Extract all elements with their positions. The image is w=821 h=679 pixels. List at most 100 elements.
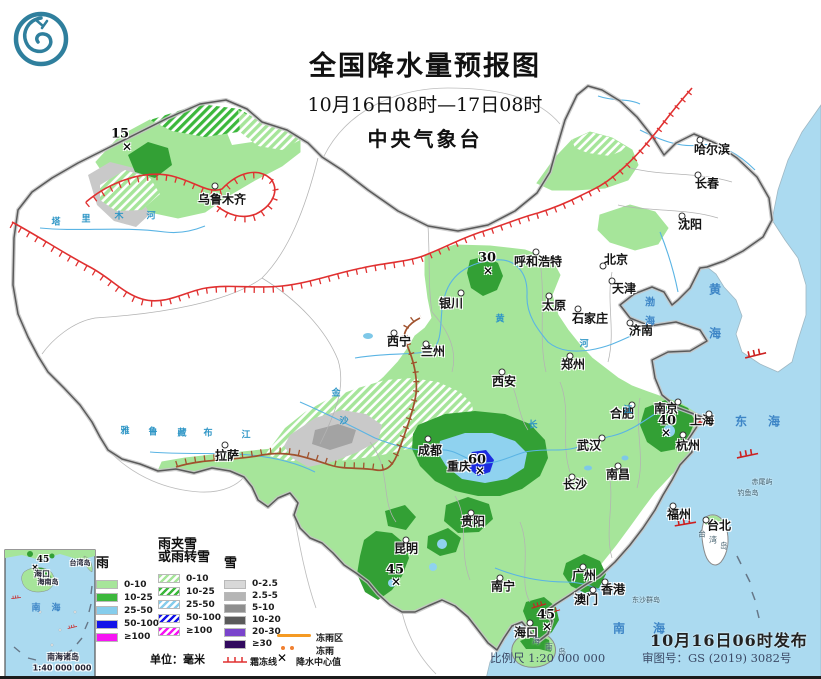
legend-value-label: ≥100: [124, 632, 151, 643]
city-label: 澳门: [573, 592, 599, 607]
city-label: 太原: [541, 298, 567, 313]
taiwan-island: [701, 514, 729, 566]
legend-value-label: 10-25: [124, 592, 153, 603]
city-dot: [566, 352, 574, 360]
legend-swatch: [158, 626, 180, 636]
inset-label: 海口: [34, 569, 50, 579]
sea-label: 海: [708, 326, 722, 341]
city-label: 贵阳: [460, 514, 486, 529]
precip-center-symbol: ✕: [277, 651, 288, 665]
city-dot: [589, 586, 597, 594]
legend-value-label: 25-50: [186, 599, 215, 610]
city-dot: [467, 509, 475, 517]
freezing-rain-area-label: 冻雨区: [316, 634, 344, 644]
legend-swatch: [96, 580, 118, 590]
legend-value-label: ≥30: [252, 639, 273, 649]
island-label: 岛: [720, 541, 728, 551]
legend-snow-title: 雪: [224, 556, 238, 571]
city-dot: [601, 578, 609, 586]
sea-label: 渤: [645, 297, 655, 309]
rivers: [39, 95, 756, 591]
city-dot: [678, 212, 686, 220]
island-label: 湾: [709, 535, 717, 545]
river-label: 鲁: [148, 427, 158, 438]
city-label: 昆明: [393, 541, 419, 556]
river-label: 江: [241, 430, 251, 441]
legend-swatch: [96, 632, 118, 642]
river-label: 河: [579, 339, 589, 350]
precip-center-mark: ✕: [474, 464, 486, 478]
sea-label: 东: [734, 414, 748, 429]
legend-swatch: [224, 615, 246, 625]
legend-rain-title: 雨: [96, 556, 110, 571]
freezing-rain-area-symbol: [277, 634, 311, 637]
legend-swatch: [224, 603, 246, 613]
city-label: 北京: [603, 252, 629, 267]
inset-label: 南: [31, 603, 41, 614]
legend-swatch: [158, 574, 180, 584]
forecast-period: 10月16日08时—17日08时: [307, 94, 543, 116]
city-label: 郑州: [560, 357, 586, 372]
city-label: 呼和浩特: [513, 254, 563, 269]
inset-label: 南海诸岛: [47, 652, 79, 662]
river-label: 长: [528, 420, 538, 431]
city-label: 长春: [694, 176, 720, 191]
map-header: 全国降水量预报图 10月16日08时—17日08时 中央气象台: [245, 44, 605, 152]
city-label: 香港: [600, 582, 626, 597]
city-dot: [574, 305, 582, 313]
river-label: 里: [81, 214, 91, 225]
island-label: 海: [532, 636, 540, 646]
city-dot: [568, 473, 576, 481]
river-label: 黄: [495, 314, 505, 325]
city-label: 济南: [628, 323, 654, 338]
legend-swatch: [224, 591, 246, 601]
city-dot: [694, 171, 702, 179]
bottom-border: [0, 676, 821, 679]
city-label: 哈尔滨: [693, 142, 731, 157]
city-label: 石家庄: [571, 311, 609, 326]
sea-label: 海: [767, 414, 781, 429]
legend-value-label: 0-10: [186, 573, 209, 584]
city-label: 台北: [706, 518, 732, 533]
precip-center-value: 15: [110, 126, 130, 142]
cma-logo-icon: [13, 11, 69, 67]
legend-value-label: 5-10: [252, 603, 275, 613]
frost-line-southwest: [175, 312, 422, 472]
precip-center-mark: ✕: [541, 620, 553, 634]
city-label: 南京: [653, 401, 679, 416]
sea-label: 海: [645, 316, 655, 328]
legend-swatch: [96, 606, 118, 616]
city-label: 合肥: [609, 406, 635, 421]
province-borders: [41, 157, 733, 603]
city-dot: [674, 398, 682, 406]
city-dot: [696, 136, 704, 144]
city-label: 乌鲁木齐: [197, 192, 247, 207]
city-dot: [532, 248, 540, 256]
river-label: 沙: [339, 416, 349, 427]
inset-label: 45: [36, 555, 50, 565]
island-label: 东沙群岛: [632, 596, 660, 604]
agency-name: 中央气象台: [367, 127, 483, 151]
city-dot: [496, 574, 504, 582]
inset-map: [4, 549, 96, 679]
city-label: 南宁: [490, 579, 516, 594]
inset-label: 1:40 000 000: [32, 663, 92, 673]
sea-boundary-dashes: [736, 555, 760, 619]
city-dot: [705, 410, 713, 418]
city-label: 广州: [571, 568, 597, 583]
city-dot: [545, 292, 553, 300]
legend-value-label: 20-30: [252, 627, 281, 637]
legend-value-label: 0-10: [124, 579, 147, 590]
legend-value-label: 10-25: [186, 586, 215, 597]
legend-value-label: 50-100: [124, 619, 160, 630]
city-label: 西宁: [386, 334, 412, 349]
city-dot: [422, 340, 430, 348]
legend-value-label: ≥100: [186, 626, 213, 637]
city-dot: [526, 619, 534, 627]
river-label: 木: [114, 211, 124, 222]
city-dot: [598, 434, 606, 442]
river-label: 江: [623, 405, 633, 416]
